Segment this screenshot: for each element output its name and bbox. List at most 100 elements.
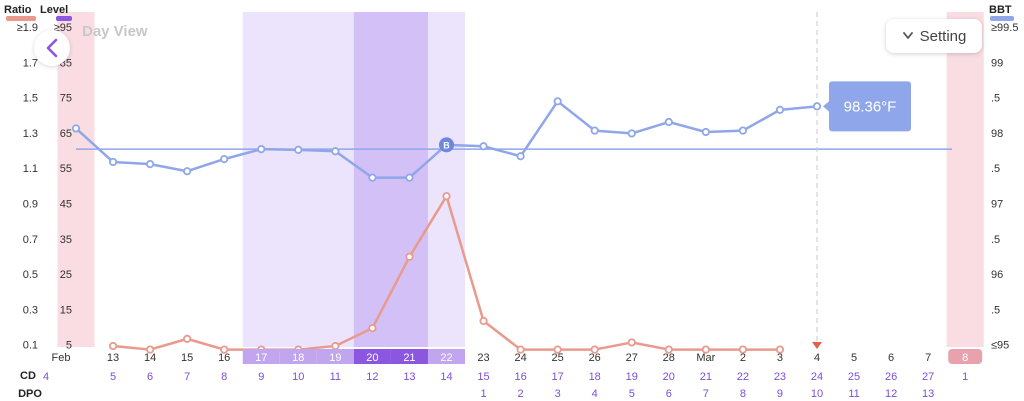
dpo-label: 7 xyxy=(703,388,709,400)
date-label: 7 xyxy=(925,352,931,364)
fertile-date-cell xyxy=(427,349,466,364)
ratio-tick-label: 0.5 xyxy=(23,269,38,281)
fertile-date-cell xyxy=(316,349,354,364)
level-tick-label: 45 xyxy=(60,199,72,211)
dpo-label: 12 xyxy=(885,388,897,400)
cd-label: 12 xyxy=(366,371,378,383)
cd-label: 19 xyxy=(626,371,638,383)
b-marker-label: B xyxy=(443,140,450,150)
bbt-point xyxy=(553,97,562,106)
ratio-legend-swatch xyxy=(6,16,36,21)
bbt-tick-label: .5 xyxy=(991,234,1000,246)
back-button[interactable] xyxy=(34,30,70,66)
date-label: Feb xyxy=(52,352,71,364)
level-point xyxy=(590,345,599,354)
fertile-date-cell xyxy=(353,349,391,364)
bbt-tick-label: ≤95 xyxy=(991,340,1009,352)
cd-label: 27 xyxy=(922,371,934,383)
cd-label: 13 xyxy=(403,371,415,383)
bbt-point xyxy=(405,173,414,182)
fertile-date-cell xyxy=(390,349,428,364)
setting-label: Setting xyxy=(919,27,967,45)
ratio-tick-label: ≥1.9 xyxy=(17,22,38,34)
today-line xyxy=(812,12,822,349)
date-label: 23 xyxy=(477,352,489,364)
cd-label: 23 xyxy=(774,371,786,383)
dpo-label: 1 xyxy=(480,388,486,400)
bbt-tick-label: ≥99.5 xyxy=(991,22,1018,34)
cd-label: 24 xyxy=(811,371,823,383)
date-label: 16 xyxy=(218,352,230,364)
level-point xyxy=(553,345,562,354)
background-bands xyxy=(57,12,984,347)
cd-row-label: CD xyxy=(20,370,36,382)
bbt-legend-swatch xyxy=(990,16,1014,21)
b-marker xyxy=(439,137,454,153)
cd-label: 15 xyxy=(477,371,489,383)
bbt-point xyxy=(590,126,599,135)
bbt-legend-label: BBT xyxy=(989,4,1012,16)
dpo-label: 6 xyxy=(666,388,672,400)
bbt-point xyxy=(479,142,488,151)
cd-label: 7 xyxy=(184,371,190,383)
date-label: 17 xyxy=(255,352,267,364)
level-point xyxy=(368,324,377,333)
cd-label: 18 xyxy=(589,371,601,383)
dpo-label: 10 xyxy=(811,388,823,400)
bbt-point xyxy=(775,105,785,114)
bbt-point xyxy=(738,126,748,135)
date-label: 13 xyxy=(107,352,119,364)
dpo-label: 9 xyxy=(777,388,783,400)
date-label: 18 xyxy=(292,352,304,364)
cd-label: 25 xyxy=(848,371,860,383)
peak-band xyxy=(353,12,428,347)
callout-pointer xyxy=(823,100,830,113)
level-tick-label: 15 xyxy=(60,304,72,316)
dpo-label: 2 xyxy=(518,388,524,400)
bbt-point xyxy=(664,117,673,127)
level-point xyxy=(108,341,118,351)
level-point xyxy=(405,252,414,261)
date-label: 6 xyxy=(888,352,894,364)
left-axis: ≥1.91.71.51.31.10.90.70.50.30.1≥95857565… xyxy=(17,22,72,352)
ratio-legend-label: Ratio xyxy=(4,4,32,16)
date-label: 24 xyxy=(514,352,526,364)
cd-label: 9 xyxy=(258,371,264,383)
level-point xyxy=(442,192,451,201)
setting-button[interactable]: Setting xyxy=(886,19,982,53)
bbt-point xyxy=(368,173,377,182)
bbt-tick-label: 97 xyxy=(991,199,1003,211)
date-label: 15 xyxy=(181,352,193,364)
bbt-point xyxy=(108,157,118,167)
date-label: 21 xyxy=(403,352,415,364)
date-label: 22 xyxy=(440,352,452,364)
legend: Ratio Level BBT Day View xyxy=(4,4,1014,40)
level-point xyxy=(331,341,340,351)
cd-label: 14 xyxy=(440,371,452,383)
cd-label: 6 xyxy=(147,371,153,383)
date-label: 8 xyxy=(962,352,968,364)
bbt-point xyxy=(627,129,636,138)
date-label: 26 xyxy=(589,352,601,364)
cd-label: 8 xyxy=(221,371,227,383)
bbt-point xyxy=(812,102,822,111)
level-tick-label: 35 xyxy=(60,234,72,246)
callout-text: 98.36°F xyxy=(844,98,897,115)
bbt-tick-label: 99 xyxy=(991,57,1003,69)
cd-label: 22 xyxy=(737,371,749,383)
ratio-tick-label: 0.7 xyxy=(23,234,38,246)
bbt-point xyxy=(331,147,340,156)
bbt-point xyxy=(516,152,525,161)
ratio-tick-label: 0.9 xyxy=(23,199,38,211)
right-axis: ≥99.5 99 .5 98 .5 97 .5 96 .5 ≤95 xyxy=(991,22,1018,352)
ratio-tick-label: 1.1 xyxy=(23,163,38,175)
cd-label: 16 xyxy=(514,371,526,383)
date-label: 2 xyxy=(740,352,746,364)
date-label: 19 xyxy=(329,352,341,364)
chevron-left-icon xyxy=(46,38,58,58)
level-point xyxy=(183,334,192,343)
bbt-point xyxy=(257,145,266,154)
temperature-callout: 98.36°F xyxy=(823,81,911,132)
x-axis-rows: CD DPO Feb413514615716817918101911201221… xyxy=(18,349,983,400)
